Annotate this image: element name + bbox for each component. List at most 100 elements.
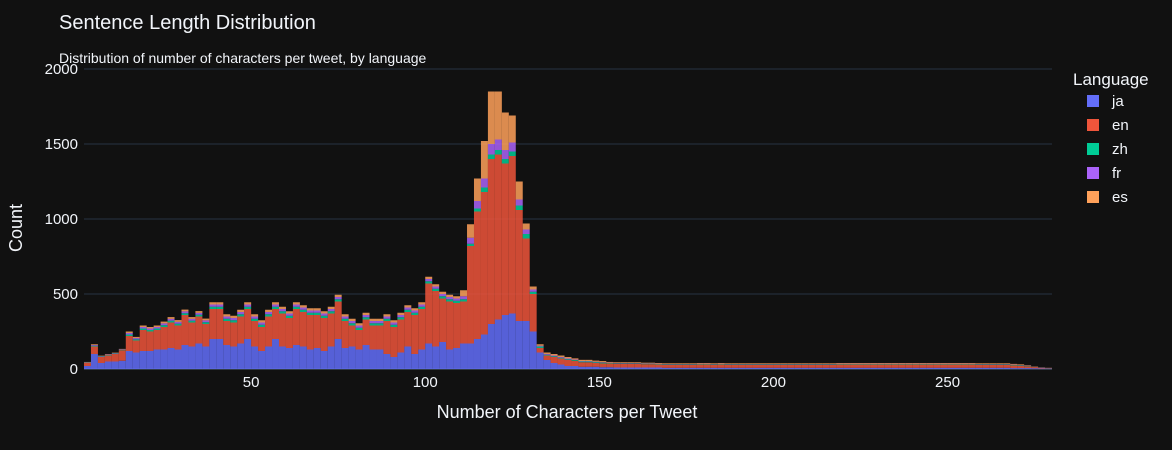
bar-es bbox=[689, 363, 697, 365]
bar-en bbox=[717, 364, 725, 368]
bar-ja bbox=[717, 367, 725, 369]
bar-ja bbox=[473, 339, 481, 369]
x-tick-label: 100 bbox=[413, 374, 438, 391]
bar-es bbox=[139, 325, 147, 327]
bar-zh bbox=[418, 306, 426, 309]
bar-es bbox=[641, 362, 649, 364]
bar-es bbox=[996, 363, 1004, 365]
legend-label-en[interactable]: en bbox=[1112, 117, 1129, 134]
bar-es bbox=[975, 363, 983, 365]
bar-es bbox=[675, 363, 683, 365]
bar-en bbox=[160, 327, 168, 350]
bar-en bbox=[251, 321, 259, 347]
bar-zh bbox=[376, 323, 384, 326]
bar-ja bbox=[202, 346, 210, 369]
bar-ja bbox=[153, 349, 161, 369]
bar-es bbox=[292, 302, 300, 305]
bar-zh bbox=[244, 306, 252, 309]
bar-ja bbox=[912, 367, 920, 369]
bar-ja bbox=[1031, 368, 1039, 369]
bar-zh bbox=[599, 362, 607, 364]
bar-ja bbox=[870, 367, 878, 369]
bar-zh bbox=[501, 159, 509, 164]
bar-en bbox=[738, 364, 746, 368]
bar-es bbox=[961, 363, 969, 364]
bar-en bbox=[104, 355, 112, 362]
bar-ja bbox=[787, 367, 795, 369]
bar-es bbox=[334, 294, 342, 297]
bar-ja bbox=[578, 366, 586, 369]
legend-swatch-fr[interactable] bbox=[1087, 167, 1099, 179]
bar-en bbox=[258, 327, 266, 351]
y-tick-label: 1000 bbox=[45, 211, 78, 228]
bar-es bbox=[439, 291, 447, 294]
legend-swatch-es[interactable] bbox=[1087, 191, 1099, 203]
bar-zh bbox=[578, 361, 586, 363]
bar-es bbox=[648, 362, 656, 364]
bar-ja bbox=[480, 334, 488, 369]
bar-es bbox=[320, 311, 328, 314]
bar-ja bbox=[926, 367, 934, 369]
bar-en bbox=[299, 312, 307, 347]
bar-en bbox=[487, 159, 495, 324]
bar-en bbox=[898, 364, 906, 368]
bar-en bbox=[891, 364, 899, 368]
bar-ja bbox=[529, 331, 537, 369]
bar-es bbox=[90, 344, 98, 345]
bar-zh bbox=[355, 327, 363, 330]
bar-zh bbox=[160, 325, 168, 327]
bar-es bbox=[724, 363, 732, 365]
bar-zh bbox=[585, 361, 593, 363]
bar-ja bbox=[84, 366, 91, 369]
legend-swatch-ja[interactable] bbox=[1087, 95, 1099, 107]
bar-en bbox=[146, 331, 154, 351]
bar-en bbox=[912, 364, 920, 368]
bar-es bbox=[898, 363, 906, 364]
bar-es bbox=[515, 181, 523, 200]
legend-label-es[interactable]: es bbox=[1112, 189, 1128, 206]
bar-ja bbox=[522, 321, 530, 369]
legend-label-ja[interactable]: ja bbox=[1111, 93, 1124, 110]
bar-ja bbox=[327, 346, 335, 369]
bar-es bbox=[237, 309, 245, 312]
bar-en bbox=[613, 363, 621, 368]
bar-en bbox=[1017, 365, 1025, 369]
bar-ja bbox=[836, 367, 844, 369]
bar-en bbox=[975, 364, 983, 368]
bar-es bbox=[766, 363, 774, 365]
bar-en bbox=[766, 364, 774, 368]
bar-ja bbox=[996, 367, 1004, 369]
bar-fr bbox=[216, 304, 224, 307]
bar-en bbox=[355, 330, 363, 350]
bar-en bbox=[195, 316, 203, 344]
bar-es bbox=[146, 327, 154, 329]
bar-es bbox=[397, 312, 405, 315]
bar-es bbox=[125, 331, 133, 333]
bar-zh bbox=[362, 317, 370, 320]
bar-ja bbox=[975, 367, 983, 369]
bar-ja bbox=[968, 367, 976, 369]
bar-zh bbox=[369, 323, 377, 326]
legend-label-zh[interactable]: zh bbox=[1112, 141, 1128, 158]
bar-es bbox=[954, 363, 962, 364]
bar-es bbox=[467, 224, 474, 238]
bar-en bbox=[968, 364, 976, 368]
bar-fr bbox=[167, 318, 175, 321]
legend-swatch-en[interactable] bbox=[1087, 119, 1099, 131]
legend-swatch-zh[interactable] bbox=[1087, 143, 1099, 155]
y-tick-labels: 0 500 1000 1500 2000 bbox=[45, 61, 78, 378]
bar-en bbox=[780, 364, 788, 368]
legend-label-fr[interactable]: fr bbox=[1112, 165, 1121, 182]
bar-ja bbox=[306, 349, 314, 369]
bar-en bbox=[703, 364, 711, 368]
bar-fr bbox=[557, 357, 565, 358]
bar-es bbox=[989, 363, 997, 365]
bar-zh bbox=[348, 323, 356, 326]
bar-ja bbox=[696, 367, 704, 369]
bar-zh bbox=[571, 360, 579, 361]
bar-zh bbox=[390, 324, 398, 327]
bar-fr bbox=[174, 321, 182, 324]
bar-en bbox=[446, 301, 454, 350]
bar-es bbox=[188, 317, 196, 319]
bar-es bbox=[836, 363, 844, 364]
